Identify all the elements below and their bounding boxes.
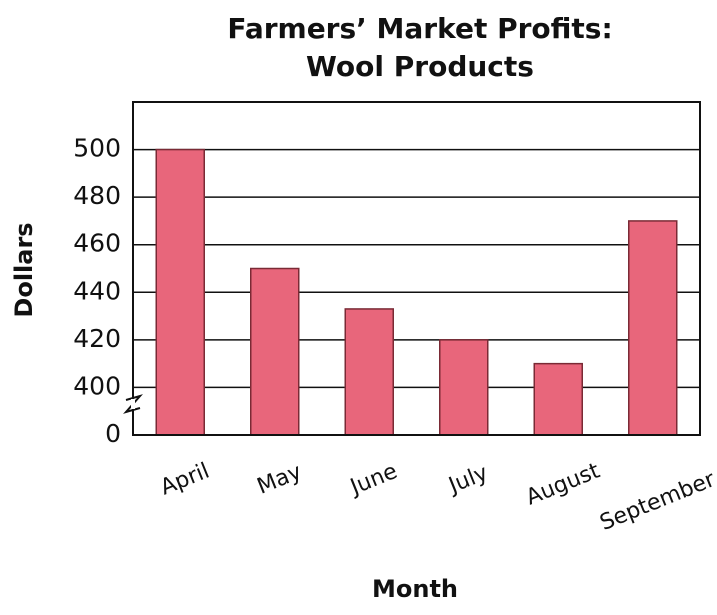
x-tick-label: August bbox=[523, 458, 604, 510]
x-tick-label: April bbox=[157, 459, 213, 501]
y-tick-label: 0 bbox=[105, 419, 121, 448]
chart-title: Wool Products bbox=[306, 50, 534, 83]
bar bbox=[533, 362, 583, 436]
bar bbox=[439, 339, 489, 436]
x-tick-label: June bbox=[345, 459, 401, 501]
y-tick-label: 400 bbox=[73, 371, 121, 400]
x-tick-label: July bbox=[444, 461, 492, 500]
y-tick-label: 420 bbox=[73, 324, 121, 353]
y-tick-label: 500 bbox=[73, 134, 121, 163]
bars bbox=[155, 148, 678, 436]
y-axis-label: Dollars bbox=[10, 222, 38, 317]
y-tick-label: 440 bbox=[73, 276, 121, 305]
y-tick-label: 480 bbox=[73, 181, 121, 210]
y-tick-label: 460 bbox=[73, 229, 121, 258]
axis-break-gap bbox=[131, 399, 135, 409]
plot-frame bbox=[132, 101, 701, 436]
bar bbox=[155, 148, 205, 436]
x-tick-label: September bbox=[597, 467, 717, 536]
chart-title: Farmers’ Market Profits: bbox=[227, 12, 612, 45]
bar bbox=[628, 220, 678, 436]
bar bbox=[344, 308, 394, 436]
x-axis-label: Month bbox=[372, 575, 458, 603]
x-tick-label: May bbox=[254, 459, 306, 499]
bar bbox=[250, 267, 300, 436]
grid bbox=[133, 148, 700, 436]
